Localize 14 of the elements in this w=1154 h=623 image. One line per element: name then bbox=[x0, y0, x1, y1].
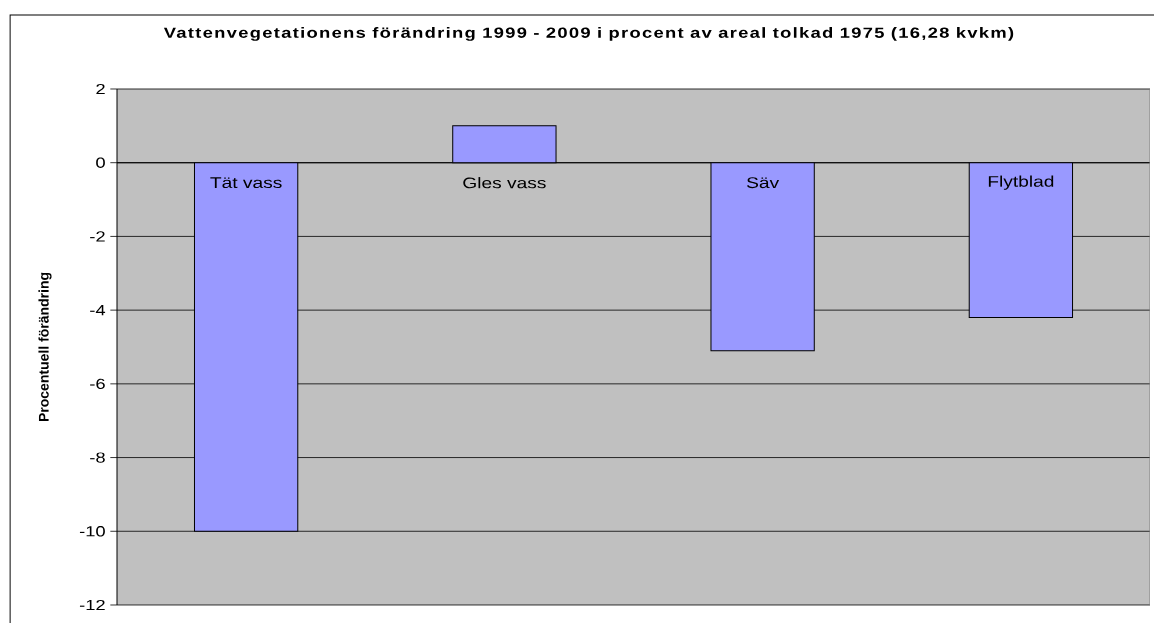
chart-title: Vattenvegetationens förändring 1999 - 2009 i procent av areal tolkad 1975 (16,28 kvkm) bbox=[163, 27, 1014, 41]
x-tick-label: Tät vass bbox=[210, 177, 282, 189]
y-tick-label: -4 bbox=[90, 305, 106, 316]
y-axis-title: Procentuell förändring bbox=[38, 272, 52, 422]
x-tick-label: Gles vass bbox=[463, 177, 546, 189]
x-tick-label: Flytblad bbox=[988, 175, 1054, 190]
y-tick-label: -6 bbox=[90, 378, 105, 390]
y-tick-label: -12 bbox=[79, 599, 105, 611]
y-tick-label: -2 bbox=[90, 231, 105, 242]
y-tick-label: -10 bbox=[79, 526, 105, 537]
y-tick-label: 0 bbox=[96, 157, 105, 168]
y-tick-label: -8 bbox=[90, 452, 105, 463]
x-tick-label: Säv bbox=[746, 177, 780, 189]
y-tick-label: 2 bbox=[96, 83, 105, 95]
